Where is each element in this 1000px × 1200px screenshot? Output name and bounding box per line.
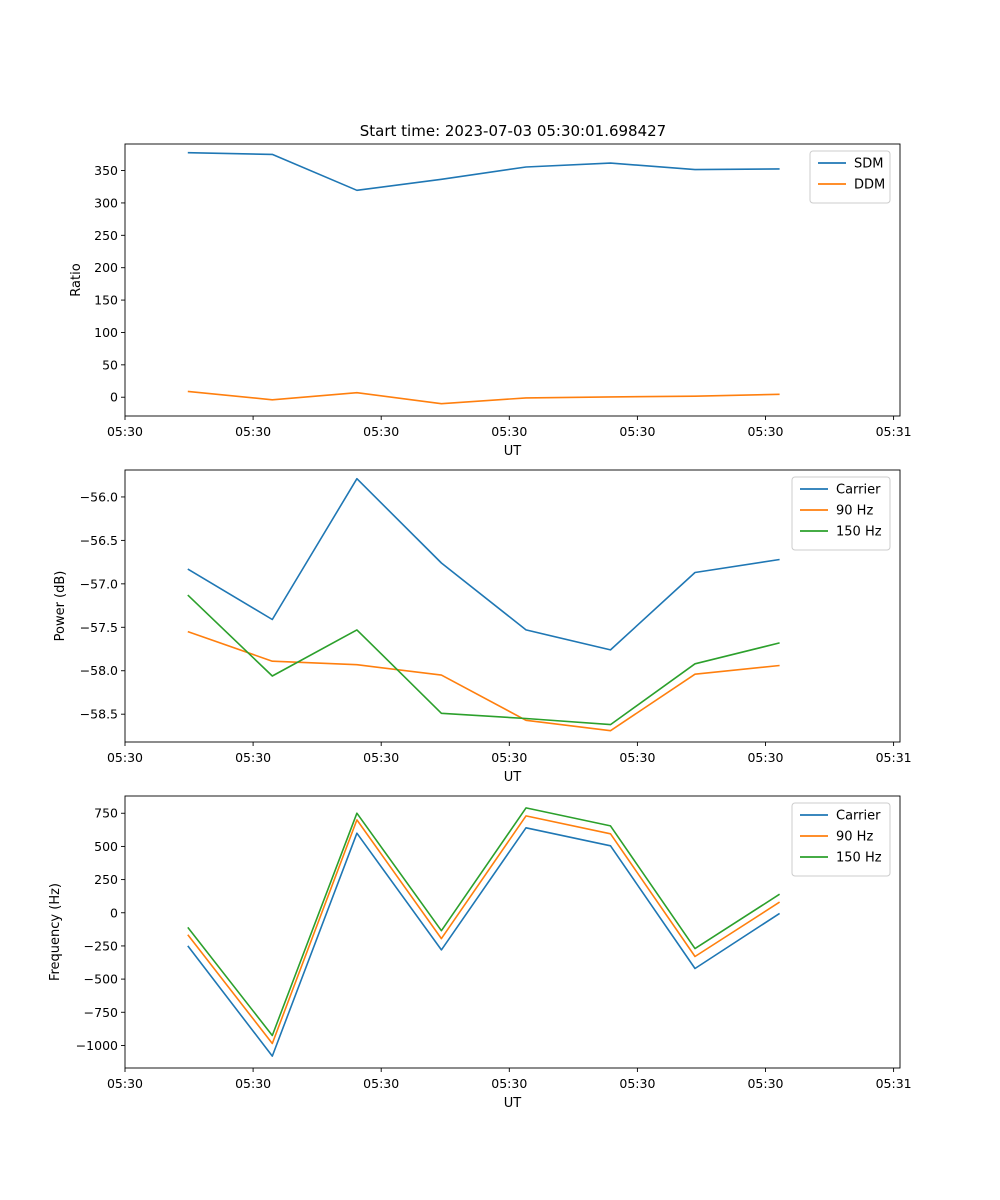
legend-label: Carrier	[836, 809, 881, 824]
x-tick-label: 05:30	[235, 1076, 271, 1091]
x-tick-label: 05:31	[876, 424, 912, 439]
y-axis-label: Ratio	[69, 263, 84, 296]
x-tick-label: 05:30	[619, 424, 655, 439]
y-tick-label: −57.5	[80, 620, 118, 635]
x-tick-label: 05:30	[363, 424, 399, 439]
x-tick-label: 05:31	[876, 1076, 912, 1091]
x-tick-label: 05:30	[235, 424, 271, 439]
legend: Carrier 90 Hz 150 Hz	[792, 803, 890, 876]
y-tick-label: 300	[94, 195, 118, 210]
x-axis-label: UT	[504, 1096, 522, 1111]
y-tick-label: 150	[94, 293, 118, 308]
x-tick-label: 05:30	[747, 424, 783, 439]
y-tick-label: −250	[84, 938, 118, 953]
y-tick-label: 250	[94, 872, 118, 887]
y-tick-label: −57.0	[80, 576, 118, 591]
legend: Carrier 90 Hz 150 Hz	[792, 477, 890, 550]
y-tick-label: −500	[84, 972, 118, 987]
x-tick-label: 05:30	[107, 1076, 143, 1091]
x-tick-label: 05:30	[235, 750, 271, 765]
y-tick-label: 0	[110, 905, 118, 920]
legend-label: 150 Hz	[836, 525, 882, 540]
x-axis-label: UT	[504, 444, 522, 459]
legend-label: 90 Hz	[836, 504, 873, 519]
y-tick-label: −750	[84, 1005, 118, 1020]
y-tick-label: 0	[110, 390, 118, 405]
y-axis-label: Power (dB)	[53, 571, 68, 642]
x-tick-label: 05:30	[747, 750, 783, 765]
y-tick-label: 250	[94, 228, 118, 243]
x-tick-label: 05:30	[107, 424, 143, 439]
x-tick-label: 05:30	[107, 750, 143, 765]
y-axis-label: Frequency (Hz)	[48, 883, 63, 981]
y-tick-label: 50	[102, 357, 118, 372]
x-tick-label: 05:30	[363, 1076, 399, 1091]
x-axis-label: UT	[504, 770, 522, 785]
x-tick-label: 05:31	[876, 750, 912, 765]
y-tick-label: −58.5	[80, 707, 118, 722]
x-tick-label: 05:30	[619, 1076, 655, 1091]
legend: SDM DDM	[810, 151, 890, 203]
x-tick-label: 05:30	[619, 750, 655, 765]
y-tick-label: −56.5	[80, 533, 118, 548]
x-tick-label: 05:30	[747, 1076, 783, 1091]
x-tick-label: 05:30	[491, 1076, 527, 1091]
y-tick-label: 200	[94, 260, 118, 275]
y-tick-label: −56.0	[80, 489, 118, 504]
y-tick-label: −1000	[76, 1038, 118, 1053]
legend-label: DDM	[854, 178, 885, 193]
y-tick-label: −58.0	[80, 663, 118, 678]
y-tick-label: 350	[94, 163, 118, 178]
legend-label: 90 Hz	[836, 830, 873, 845]
x-tick-label: 05:30	[363, 750, 399, 765]
figure-title: Start time: 2023-07-03 05:30:01.698427	[360, 122, 666, 140]
legend-label: 150 Hz	[836, 851, 882, 866]
x-tick-label: 05:30	[491, 424, 527, 439]
x-tick-label: 05:30	[491, 750, 527, 765]
y-tick-label: 500	[94, 839, 118, 854]
legend-label: SDM	[854, 157, 883, 172]
y-tick-label: 100	[94, 325, 118, 340]
y-tick-label: 750	[94, 806, 118, 821]
legend-label: Carrier	[836, 483, 881, 498]
figure: Start time: 2023-07-03 05:30:01.698427 0…	[0, 0, 1000, 1200]
